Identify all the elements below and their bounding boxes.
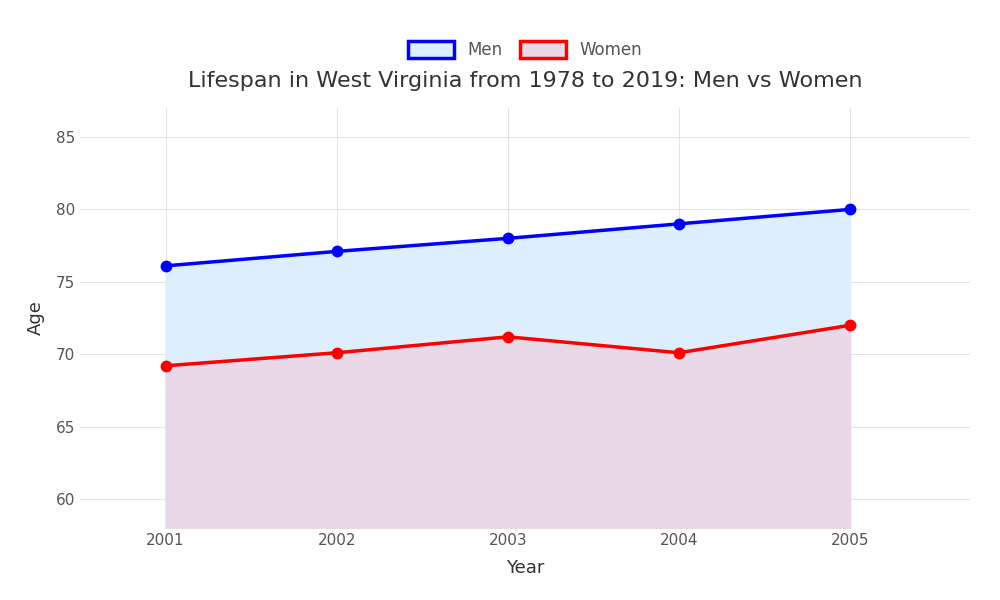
Legend: Men, Women: Men, Women bbox=[408, 41, 642, 59]
Title: Lifespan in West Virginia from 1978 to 2019: Men vs Women: Lifespan in West Virginia from 1978 to 2… bbox=[188, 71, 862, 91]
X-axis label: Year: Year bbox=[506, 559, 544, 577]
Y-axis label: Age: Age bbox=[27, 301, 45, 335]
